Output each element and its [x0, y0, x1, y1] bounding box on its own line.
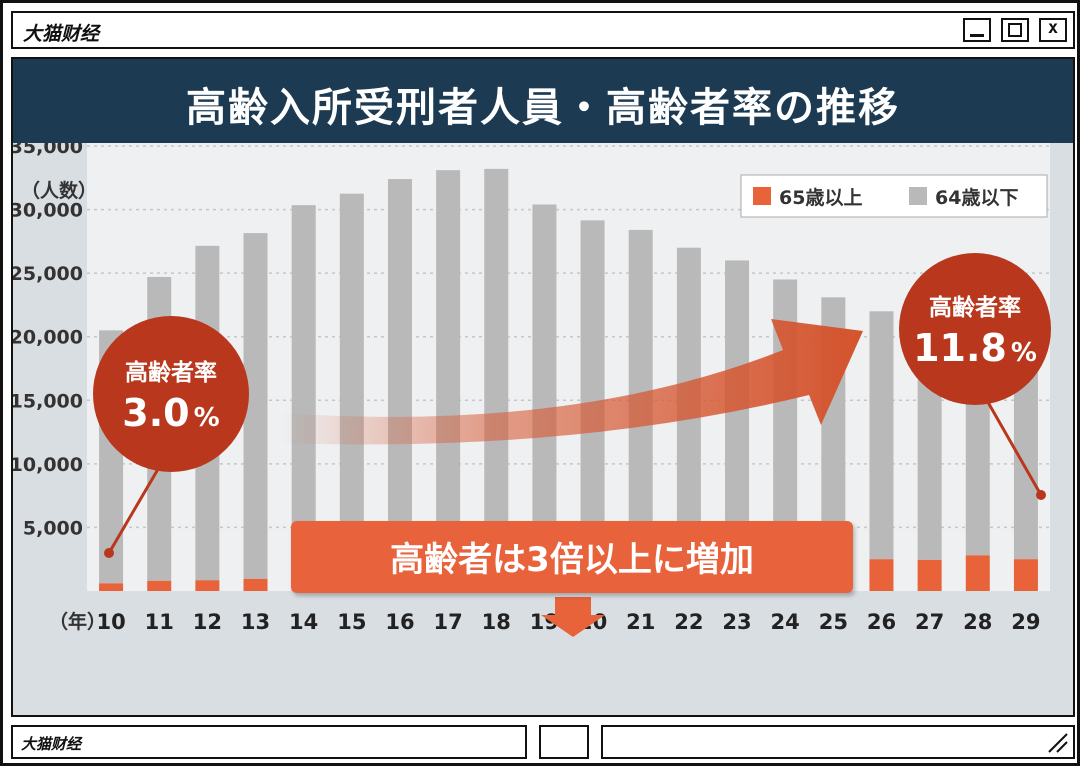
left-rate-unit: % — [194, 403, 220, 433]
legend-label-64: 64歳以下 — [935, 187, 1018, 209]
bar-64-under — [484, 168, 509, 566]
bar-65-over — [195, 580, 220, 591]
x-tick-label: 15 — [337, 610, 366, 634]
status-panel-right — [601, 725, 1075, 759]
trend-arrow — [281, 319, 863, 445]
bar-65-over — [147, 580, 172, 591]
bar-64-under — [291, 205, 316, 578]
status-panel-left: 大猫财经 — [11, 725, 527, 759]
right-rate-leader-line — [983, 396, 1043, 496]
resize-grip-icon[interactable] — [1043, 730, 1069, 754]
left-rate-value-text: 3.0% — [122, 391, 219, 435]
x-tick-label: 26 — [867, 610, 896, 634]
left-rate-value: 3.0 — [122, 391, 189, 435]
y-tick-label: 30,000 — [13, 200, 83, 222]
left-rate-leader-dot — [104, 548, 114, 558]
right-rate-circle — [899, 253, 1051, 405]
status-panel-middle — [539, 725, 589, 759]
y-tick-label: 15,000 — [13, 390, 83, 412]
bar-64-under — [869, 311, 894, 560]
y-tick-label: 25,000 — [13, 263, 83, 285]
bar-64-under — [339, 193, 364, 574]
right-rate-leader-dot — [1036, 490, 1046, 500]
x-tick-label: 10 — [96, 610, 125, 634]
app-title: 大猫财经 — [23, 23, 100, 45]
legend-swatch-64 — [909, 187, 927, 205]
close-icon: x — [1047, 18, 1059, 38]
bar-64-under — [387, 179, 412, 572]
bar-65-over — [965, 555, 990, 591]
x-tick-label: 28 — [963, 610, 992, 634]
bar-65-over — [1013, 559, 1038, 591]
left-rate-leader-line — [107, 463, 163, 554]
close-button[interactable]: x — [1039, 18, 1067, 42]
x-tick-label: 14 — [289, 610, 318, 634]
bar-65-over — [243, 578, 268, 591]
y-tick-label: 10,000 — [13, 454, 83, 476]
right-rate-unit: % — [1011, 338, 1037, 368]
maximize-button[interactable]: □ — [1001, 18, 1029, 42]
bar-65-over — [99, 583, 124, 591]
bar-64-under — [436, 170, 461, 569]
x-tick-label: 29 — [1011, 610, 1040, 634]
x-tick-label: 13 — [241, 610, 270, 634]
minimize-button[interactable]: _ — [963, 18, 991, 42]
right-rate-label: 高齢者率 — [929, 294, 1021, 321]
y-tick-label: 5,000 — [23, 517, 83, 539]
x-tick-label: 16 — [385, 610, 414, 634]
x-axis-label: （年） — [49, 610, 106, 633]
y-tick-label: 35,000 — [13, 143, 83, 158]
x-tick-label: 12 — [193, 610, 222, 634]
y-axis-label: （人数） — [21, 179, 97, 202]
legend-swatch-65 — [753, 187, 771, 205]
x-tick-label: 25 — [819, 610, 848, 634]
x-tick-label: 17 — [434, 610, 463, 634]
callout-text: 高齢者は3倍以上に増加 — [390, 540, 754, 580]
legend-box — [740, 174, 1048, 218]
chart-title: 高齢入所受刑者人員・高齢者率の推移 — [186, 85, 900, 131]
bar-64-under — [580, 220, 605, 563]
x-tick-label: 23 — [722, 610, 751, 634]
minimize-bar-icon — [970, 34, 984, 37]
bar-64-under — [532, 204, 557, 566]
bar-chart: 5,000 10,000 15,000 20,000 25,000 30,000 35,00… — [13, 143, 1051, 637]
y-tick-label: 20,000 — [13, 327, 83, 349]
x-tick-label: 22 — [674, 610, 703, 634]
x-tick-label: 18 — [482, 610, 511, 634]
x-tick-label: 11 — [145, 610, 174, 634]
maximize-box-icon — [1008, 23, 1022, 37]
callout-box — [291, 521, 853, 593]
x-tick-label: 24 — [771, 610, 800, 634]
left-rate-circle — [93, 316, 249, 472]
chart-panel: 高齢入所受刑者人員・高齢者率の推移 5,000 10,000 15,000 20,00… — [11, 57, 1075, 717]
legend-label-65: 65歳以上 — [779, 187, 862, 209]
left-rate-label: 高齢者率 — [125, 359, 217, 386]
x-tick-label: 21 — [626, 610, 655, 634]
title-bar: 大猫财经 _ □ x — [11, 11, 1075, 49]
right-rate-value: 11.8 — [913, 326, 1007, 370]
footer-brand: 大猫财经 — [21, 735, 82, 753]
right-rate-value-text: 11.8% — [913, 326, 1037, 370]
bar-65-over — [917, 559, 942, 591]
chart-header: 高齢入所受刑者人員・高齢者率の推移 — [13, 59, 1073, 143]
callout-pointer — [541, 597, 605, 637]
bar-65-over — [869, 559, 894, 591]
x-tick-label: 27 — [915, 610, 944, 634]
